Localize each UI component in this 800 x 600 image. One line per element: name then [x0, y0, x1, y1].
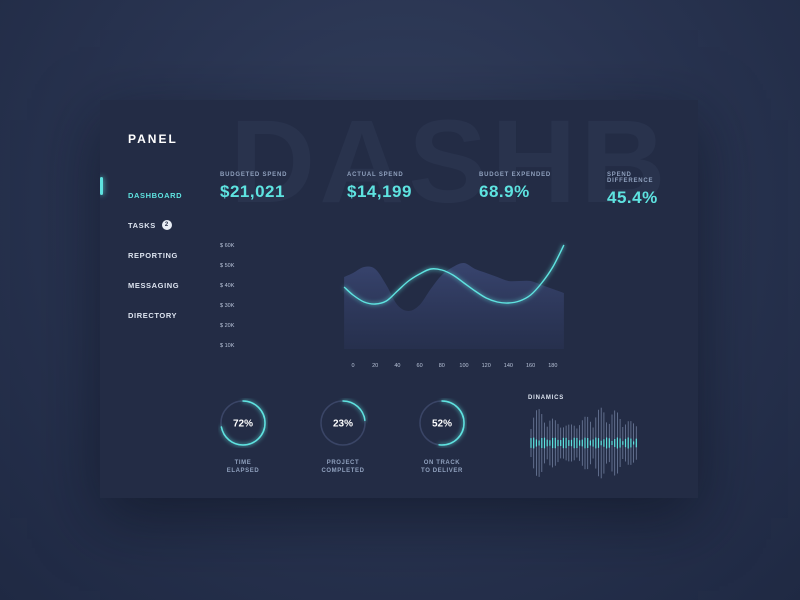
sidebar-item-reporting[interactable]: REPORTING — [128, 240, 248, 270]
stat-label: BUDGETED SPEND — [220, 172, 288, 178]
gauge-percent: 72% — [233, 419, 253, 430]
x-tick-label: 80 — [439, 363, 445, 369]
progress-ring: 23% — [320, 400, 366, 446]
stat-actual-spend: ACTUAL SPEND $14,199 — [347, 172, 412, 202]
gauge-caption: TIME ELAPSED — [208, 459, 278, 475]
y-tick-label: $ 50K — [220, 263, 235, 269]
x-tick-label: 0 — [351, 363, 354, 369]
x-tick-label: 180 — [548, 363, 557, 369]
y-tick-label: $ 40K — [220, 283, 235, 289]
gauge-caption-line: ELAPSED — [226, 468, 260, 474]
sidebar-item-label: DASHBOARD — [128, 190, 183, 200]
stats-row: BUDGETED SPEND $21,021 ACTUAL SPEND $14,… — [220, 172, 680, 212]
x-tick-label: 20 — [372, 363, 378, 369]
y-tick-label: $ 30K — [220, 303, 235, 309]
spend-line-chart: $ 60K $ 50K $ 40K $ 30K $ 20K $ 10K 0 20 40 60 80… — [220, 243, 565, 369]
dashboard-panel: DASHB PANEL DASHBOARD TASKS 2 REPORTING … — [100, 100, 698, 498]
stat-label: ACTUAL SPEND — [347, 172, 404, 178]
sidebar-item-label: DIRECTORY — [128, 310, 178, 320]
tasks-count-badge: 2 — [161, 220, 172, 230]
sidebar-item-directory[interactable]: DIRECTORY — [128, 300, 248, 330]
sidebar-item-dashboard[interactable]: DASHBOARD — [128, 180, 248, 210]
gauge-caption-line: TO DELIVER — [421, 468, 463, 474]
gauge-caption: ON TRACK TO DELIVER — [407, 459, 477, 475]
stat-budgeted-spend: BUDGETED SPEND $21,021 — [220, 172, 287, 202]
y-tick-label: $ 60K — [220, 243, 235, 249]
gauge-caption: PROJECT COMPLETED — [308, 459, 378, 475]
gauge-on-track: 52% ON TRACK TO DELIVER — [417, 398, 467, 475]
sidebar-item-messaging[interactable]: MESSAGING — [128, 270, 248, 300]
gauge-percent: 52% — [432, 419, 452, 430]
x-tick-label: 160 — [526, 363, 535, 369]
progress-ring-fill — [320, 400, 366, 446]
gauge-percent: 23% — [333, 419, 353, 430]
sidebar-item-label: REPORTING — [128, 250, 178, 260]
sidebar-nav: DASHBOARD TASKS 2 REPORTING MESSAGING DI… — [128, 180, 248, 330]
x-tick-label: 120 — [482, 363, 491, 369]
x-tick-label: 140 — [504, 363, 513, 369]
sidebar-item-label: TASKS — [128, 220, 156, 230]
x-tick-label: 40 — [394, 363, 400, 369]
gauge-caption-line: ON TRACK — [423, 460, 461, 466]
stat-value: $14,199 — [347, 182, 412, 201]
gauge-project-completed: 23% PROJECT COMPLETED — [318, 398, 368, 475]
stat-label: SPEND DIFFERENCE — [607, 172, 654, 184]
stat-value: 68.9% — [479, 182, 530, 201]
y-tick-label: $ 20K — [220, 323, 235, 329]
progress-ring: 52% — [419, 400, 465, 446]
stat-label: BUDGET EXPENDED — [479, 172, 552, 178]
progress-ring-fill — [220, 400, 266, 446]
brand-logo: PANEL — [128, 132, 178, 146]
x-tick-label: 60 — [417, 363, 423, 369]
gauge-caption-line: COMPLETED — [321, 468, 365, 474]
stat-value: $21,021 — [220, 182, 285, 201]
progress-ring-fill — [419, 400, 465, 446]
progress-ring: 72% — [220, 400, 266, 446]
series-line — [343, 244, 565, 305]
dynamics-widget: DINAMICS — [528, 395, 648, 492]
stat-spend-difference: SPEND DIFFERENCE 45.4% — [607, 172, 680, 208]
stat-value: 45.4% — [607, 188, 658, 207]
y-tick-label: $ 10K — [220, 343, 235, 349]
stat-budget-expended: BUDGET EXPENDED 68.9% — [479, 172, 551, 202]
x-tick-label: 100 — [459, 363, 468, 369]
sidebar-item-label: MESSAGING — [128, 280, 180, 290]
gauge-caption-line: PROJECT — [326, 460, 360, 466]
active-nav-indicator — [100, 177, 103, 195]
gauge-caption-line: TIME — [234, 460, 252, 466]
gauge-time-elapsed: 72% TIME ELAPSED — [218, 398, 268, 475]
sidebar-item-tasks[interactable]: TASKS 2 — [128, 210, 248, 240]
dynamics-title: DINAMICS — [528, 395, 565, 401]
dynamics-waveform — [530, 407, 637, 479]
series-area — [344, 262, 564, 349]
